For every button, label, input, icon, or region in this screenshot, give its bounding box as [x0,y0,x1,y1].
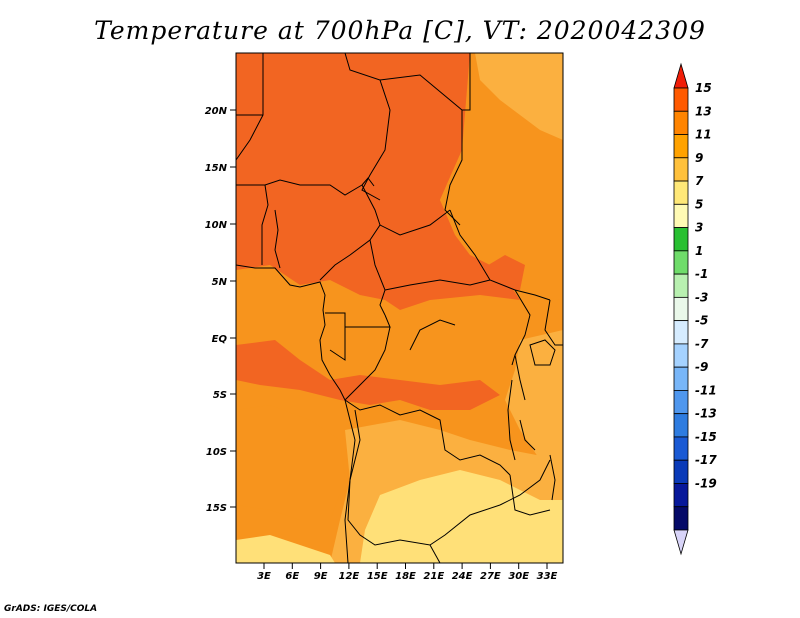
colorbar-bin [673,180,689,205]
lon-label: 15E [367,571,388,582]
lake-tanganyika [507,379,516,461]
colorbar-label: 5 [695,197,703,211]
border-line [384,279,491,291]
colorbar-bin [673,320,689,345]
colorbar-label: -9 [695,360,708,374]
lon-label: 30E [508,571,529,582]
credit-text: GrADS: IGES/COLA [4,604,98,614]
colorbar-bin [673,157,689,182]
lon-label: 33E [537,571,558,582]
colorbar-bin [673,459,689,484]
field-region-mild-northeast [475,53,563,140]
colorbar-label: -19 [695,476,717,490]
colorbar-label: -5 [695,314,708,328]
lake-chad [361,177,375,187]
colorbar-label: 1 [695,244,703,258]
border-line [347,409,501,546]
field-region-hot-north [236,53,520,310]
colorbar-label: -15 [695,430,717,444]
colorbar-bin [673,390,689,415]
lat-label: 5S [213,390,227,401]
lon-label: 27E [480,571,501,582]
lat-label: 20N [205,106,228,117]
colorbar-label: -7 [695,337,709,351]
border-line [379,209,451,236]
lat-label: 10S [206,447,227,458]
colorbar-bin [673,110,689,135]
border-line [344,399,511,476]
colorbar-bin [673,483,689,508]
colorbar-bin [673,87,689,112]
lon-label: 18E [395,571,416,582]
colorbar-bottom-arrow [673,529,689,556]
colorbar-bin [673,134,689,159]
colorbar-label: -17 [695,453,717,467]
border-line [344,326,391,401]
lon-label: 12E [339,571,360,582]
field-region-hot-patch-east [480,255,525,290]
colorbar-bin [673,203,689,228]
lat-label: 15N [205,163,228,174]
field-region-warm-southwest [236,405,345,520]
longitude-labels: 3E 6E 9E 12E 15E 18E 21E 24E 27E 30E 33E [257,563,558,582]
colorbar-bin [673,250,689,275]
colorbar-bin [673,343,689,368]
lon-label: 6E [285,571,299,582]
border-line [429,544,441,563]
lake-malawi [549,454,556,501]
border-line [514,289,531,401]
lat-label: 10N [205,220,228,231]
lon-label: 21E [423,571,444,582]
colorbar-bin [673,296,689,322]
lat-label: EQ [212,334,228,345]
colorbar: 15 13 11 9 7 5 3 1 -1 -3 -5 -7 -9 -11 -13 -15 -17 -19 [673,62,717,556]
colorbar-label: 7 [695,174,704,188]
temperature-field [236,53,563,563]
lat-label: 5N [212,277,228,288]
lon-label: 9E [314,571,328,582]
border-line [499,459,551,506]
country-borders [236,53,563,563]
colorbar-label: -13 [695,407,717,421]
lat-label: 15S [206,503,227,514]
colorbar-label: 13 [695,104,712,118]
border-line [236,53,264,161]
lon-label: 3E [257,571,271,582]
lake-victoria [529,339,556,366]
lon-label: 24E [452,571,473,582]
map-title: Temperature at 700hPa [C], VT: 202004230… [94,16,706,45]
border-line [444,110,463,226]
colorbar-bin [673,436,689,461]
colorbar-bin [673,273,689,298]
field-region-hot-central [236,340,500,410]
colorbar-label: -11 [695,383,717,397]
latitude-labels: 20N 15N 10N 5N EQ 5S 10S 15S [205,106,236,514]
colorbar-bin [673,227,689,252]
map-frame [235,52,564,564]
colorbar-bin [673,366,689,391]
border-line [261,184,269,265]
lake-kivu [511,354,516,366]
border-line [329,327,346,361]
colorbar-top-arrow [673,62,689,89]
coastline [236,264,356,563]
colorbar-label: -1 [695,267,708,281]
river-congo [409,319,456,351]
colorbar-label: 11 [695,128,712,142]
border-line [509,474,551,516]
colorbar-bin [673,413,689,438]
colorbar-label: 15 [695,81,712,95]
border-line [519,419,536,451]
colorbar-bin [673,506,689,531]
colorbar-label: -3 [695,290,708,304]
colorbar-label: 9 [695,151,703,165]
border-line [274,209,281,269]
colorbar-label: 3 [695,221,703,235]
border-line [544,299,563,346]
field-region-cool-southwest [236,535,335,563]
